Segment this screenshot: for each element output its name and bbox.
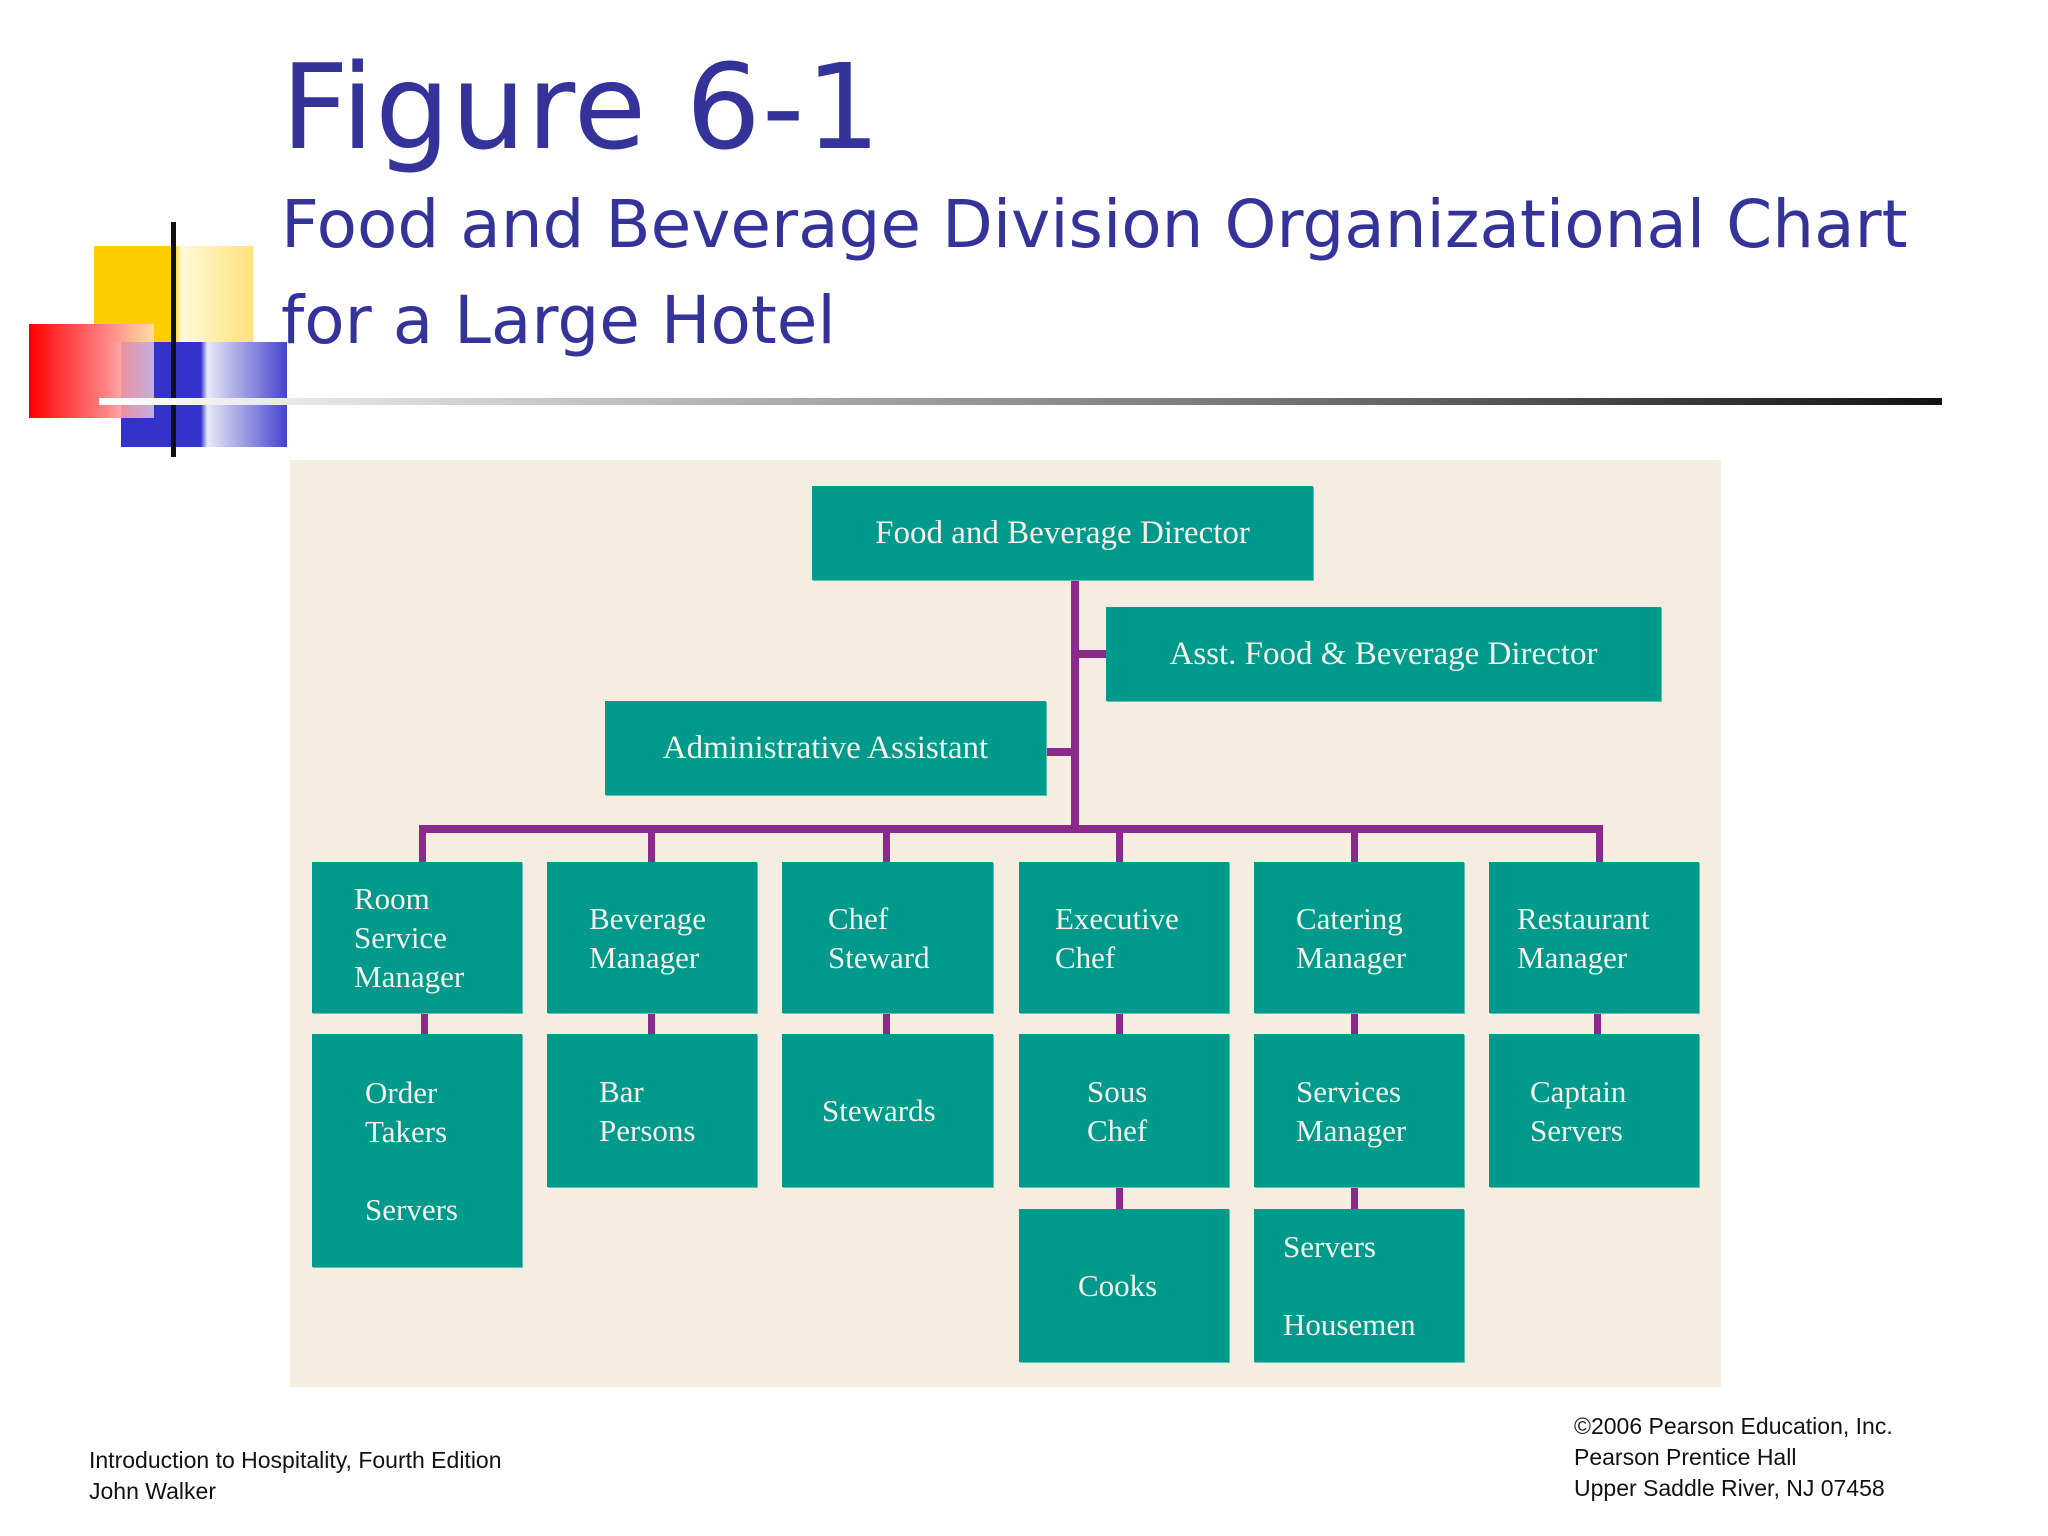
node-label: Administrative Assistant bbox=[662, 729, 989, 766]
node-label-line: Executive bbox=[1055, 900, 1179, 936]
node-label-line: Housemen bbox=[1283, 1307, 1416, 1342]
node-label-line: Beverage bbox=[589, 900, 707, 936]
node-restaurant-manager: Restaurant Manager bbox=[1489, 862, 1699, 1013]
node-beverage-manager: Beverage Manager bbox=[547, 862, 757, 1013]
node-label-line: Bar bbox=[599, 1073, 644, 1109]
footer-book-title: Introduction to Hospitality, Fourth Edit… bbox=[89, 1447, 502, 1473]
node-label-line: Persons bbox=[599, 1112, 696, 1148]
node-room-service-manager: Room Service Manager bbox=[312, 862, 522, 1013]
node-label-line: Chef bbox=[1055, 939, 1116, 975]
slide-subtitle-line2: for a Large Hotel bbox=[281, 282, 836, 359]
node-admin-assistant: Administrative Assistant bbox=[605, 701, 1046, 795]
node-label-line: Servers bbox=[1283, 1229, 1376, 1264]
node-label-spacer bbox=[365, 1151, 522, 1190]
node-label-line: Manager bbox=[354, 959, 465, 994]
node-label-line: Manager bbox=[1296, 1112, 1407, 1148]
connector-staff-3 bbox=[883, 1013, 890, 1034]
node-bar-persons: Bar Persons bbox=[547, 1034, 757, 1187]
connector-servers-housemen bbox=[1351, 1187, 1358, 1209]
node-label-line: Manager bbox=[1517, 939, 1628, 975]
title-underline bbox=[99, 398, 1942, 405]
node-label-line: Steward bbox=[828, 939, 930, 975]
connector-dept-3 bbox=[883, 825, 890, 862]
node-sous-chef: Sous Chef bbox=[1019, 1034, 1229, 1187]
node-label-spacer bbox=[1283, 1266, 1464, 1305]
connector-dept-6 bbox=[1596, 825, 1603, 862]
node-label-line: Catering bbox=[1296, 900, 1403, 936]
node-captain-servers: Captain Servers bbox=[1489, 1034, 1699, 1187]
slide-title: Figure 6-1 bbox=[281, 38, 882, 176]
node-label-line: Cooks bbox=[1078, 1268, 1158, 1303]
node-cooks: Cooks bbox=[1019, 1209, 1229, 1362]
node-chef-steward: Chef Steward bbox=[782, 862, 993, 1013]
node-label-line: Chef bbox=[828, 900, 889, 936]
node-label: Food and Beverage Director bbox=[875, 514, 1250, 551]
node-services-manager: Services Manager bbox=[1254, 1034, 1464, 1187]
node-label-line: Services bbox=[1296, 1073, 1402, 1109]
node-label-line: Servers bbox=[1530, 1112, 1623, 1148]
footer-copyright-line3: Upper Saddle River, NJ 07458 bbox=[1574, 1475, 1885, 1501]
node-label-line: Stewards bbox=[822, 1093, 936, 1128]
node-label-line: Manager bbox=[1296, 939, 1407, 975]
node-asst-director: Asst. Food & Beverage Director bbox=[1106, 607, 1661, 701]
connector-dept-1 bbox=[419, 825, 426, 862]
slide-subtitle-line1: Food and Beverage Division Organizationa… bbox=[281, 186, 1908, 263]
footer-copyright: ©2006 Pearson Education, Inc. Pearson Pr… bbox=[1574, 1411, 1893, 1504]
node-stewards: Stewards bbox=[782, 1034, 993, 1187]
node-label-line: Chef bbox=[1087, 1112, 1148, 1148]
node-executive-chef: Executive Chef bbox=[1019, 862, 1229, 1013]
connector-asst-director bbox=[1075, 650, 1106, 658]
footer-author: John Walker bbox=[89, 1478, 216, 1504]
connector-main-vertical bbox=[1071, 580, 1079, 833]
node-order-takers-servers: Order Takers Servers bbox=[312, 1034, 522, 1267]
connector-staff-2 bbox=[648, 1013, 655, 1034]
node-label-line: Service bbox=[354, 920, 447, 955]
node-label-line: Order bbox=[365, 1074, 438, 1110]
footer-copyright-line1: ©2006 Pearson Education, Inc. bbox=[1574, 1413, 1893, 1439]
node-label: Asst. Food & Beverage Director bbox=[1169, 635, 1598, 672]
connector-cooks bbox=[1116, 1187, 1123, 1209]
connector-dept-4 bbox=[1116, 825, 1123, 862]
footer-copyright-line2: Pearson Prentice Hall bbox=[1574, 1444, 1797, 1470]
node-catering-manager: Catering Manager bbox=[1254, 862, 1464, 1013]
footer-book-info: Introduction to Hospitality, Fourth Edit… bbox=[89, 1445, 502, 1507]
connector-staff-5 bbox=[1351, 1013, 1358, 1034]
connector-admin-assistant bbox=[1046, 748, 1075, 756]
connector-staff-1 bbox=[421, 1013, 428, 1034]
connector-dept-5 bbox=[1351, 825, 1358, 862]
node-label-line: Captain bbox=[1530, 1073, 1627, 1109]
node-label-line: Manager bbox=[589, 939, 700, 975]
node-label-line: Room bbox=[354, 881, 430, 916]
connector-dept-2 bbox=[648, 825, 655, 862]
node-label-line: Sous bbox=[1087, 1073, 1148, 1109]
node-servers-housemen: Servers Housemen bbox=[1254, 1209, 1464, 1362]
connector-staff-6 bbox=[1594, 1013, 1601, 1034]
node-label-line: Restaurant bbox=[1517, 900, 1650, 936]
node-label-line: Takers bbox=[365, 1113, 448, 1149]
decorative-vertical-line bbox=[171, 222, 176, 457]
connector-departments-horizontal bbox=[419, 825, 1603, 833]
node-food-beverage-director: Food and Beverage Director bbox=[812, 486, 1313, 580]
connector-staff-4 bbox=[1116, 1013, 1123, 1034]
node-label-line: Servers bbox=[365, 1191, 458, 1227]
